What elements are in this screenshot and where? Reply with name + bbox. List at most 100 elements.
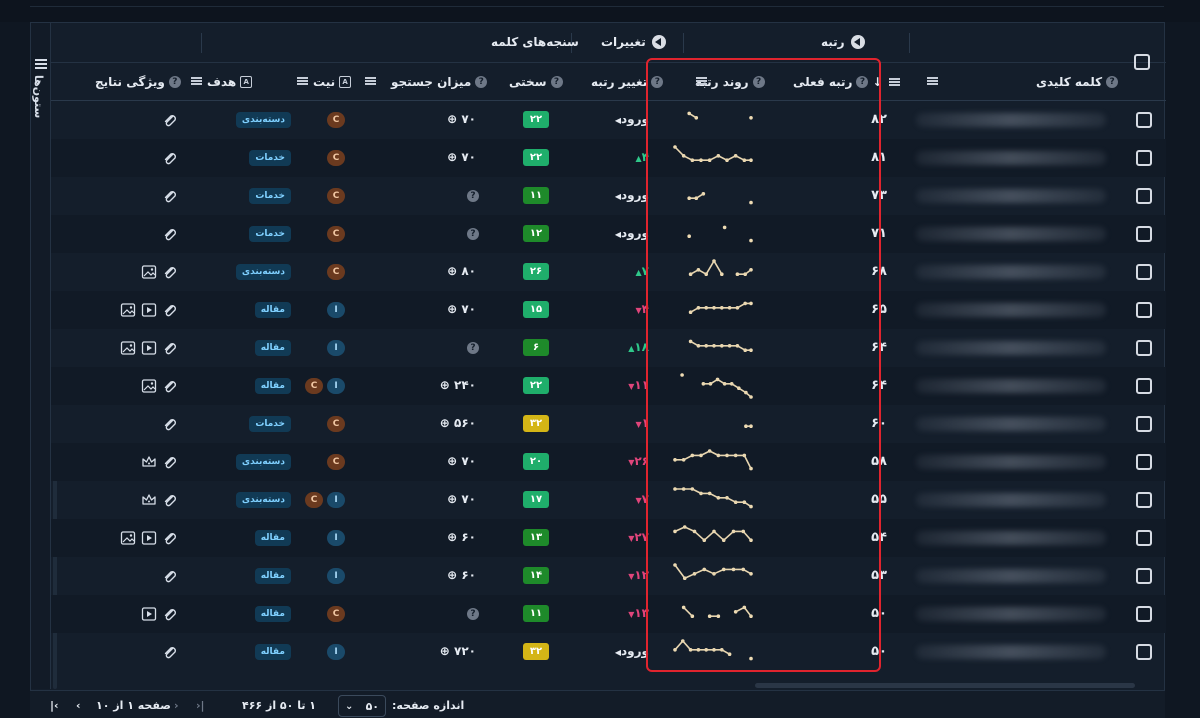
zoom-in-icon[interactable]: ⊕ [447,150,462,164]
keyword-text-blurred[interactable] [916,113,1106,127]
keyword-text-blurred[interactable] [916,265,1106,279]
keyword-text-blurred[interactable] [916,455,1106,469]
image-icon[interactable] [120,530,136,546]
keyword-text-blurred[interactable] [916,341,1106,355]
vertical-scrollbar[interactable] [53,443,57,689]
group-changes[interactable]: تغییرات [601,35,666,49]
help-icon[interactable]: ? [168,76,181,88]
help-icon[interactable]: ? [752,76,765,88]
row-checkbox[interactable] [1136,644,1152,660]
table-row[interactable]: ۵۵ ۷▼ ۱۷ ۷۰ ⊕ C I دسته‌بندی [51,481,1166,519]
row-checkbox[interactable] [1136,302,1152,318]
prev-page-button[interactable]: ‹ [174,699,179,712]
table-row[interactable]: ۵۰ ۱۳▼ ۱۱? C مقاله [51,595,1166,633]
keyword-text-blurred[interactable] [916,493,1106,507]
keyword-text-blurred[interactable] [916,417,1106,431]
link-icon[interactable] [162,340,178,356]
select-all-checkbox[interactable] [1134,54,1150,70]
video-icon[interactable] [141,530,157,546]
header-rank-trend[interactable]: ? روند رتبه [695,75,765,89]
header-intent[interactable]: A نیت [313,75,352,89]
header-rank-change[interactable]: ? تغییر رتبه [591,75,664,89]
header-target[interactable]: A هدف [207,75,253,89]
image-icon[interactable] [120,340,136,356]
help-icon[interactable]: ? [550,76,563,88]
link-icon[interactable] [162,112,178,128]
header-current-rank[interactable]: ↓ ? رتبه فعلی [793,75,900,89]
image-icon[interactable] [141,264,157,280]
header-serp-features[interactable]: ? ویژگی نتایج [95,75,181,89]
column-menu-icon[interactable] [888,78,900,86]
zoom-in-icon[interactable]: ⊕ [447,112,462,126]
table-row[interactable]: ۷۱ ورود◀ ۱۲? C خدمات [51,215,1166,253]
link-icon[interactable] [162,302,178,318]
zoom-in-icon[interactable]: ⊕ [447,302,462,316]
unknown-volume-icon[interactable]: ? [467,190,479,202]
table-row[interactable]: ۷۳ ورود◀ ۱۱? C خدمات [51,177,1166,215]
columns-side-panel-toggle[interactable]: ستون‌ها [31,23,51,689]
row-checkbox[interactable] [1136,378,1152,394]
row-checkbox[interactable] [1136,340,1152,356]
table-row[interactable]: ۶۰ ۱▼ ۳۲ ۵۶۰ ⊕ C خدمات [51,405,1166,443]
keyword-text-blurred[interactable] [916,303,1106,317]
zoom-in-icon[interactable]: ⊕ [447,264,462,278]
row-checkbox[interactable] [1136,606,1152,622]
sort-desc-icon[interactable]: ↓ [872,75,883,89]
table-row[interactable]: ۸۱ ۴▲ ۲۲ ۷۰ ⊕ C خدمات [51,139,1166,177]
header-search-volume[interactable]: ? میزان جستجو [391,75,488,89]
table-row[interactable]: ۶۴ ۱۸▲ ۶? I مقاله [51,329,1166,367]
link-icon[interactable] [162,150,178,166]
link-icon[interactable] [162,188,178,204]
image-icon[interactable] [141,378,157,394]
page-size-select[interactable]: ⌄ ۵۰ [338,695,386,717]
table-row[interactable]: ۵۴ ۲۷▼ ۱۳ ۶۰ ⊕ I مقاله [51,519,1166,557]
crown-icon[interactable] [141,454,157,470]
row-checkbox[interactable] [1136,226,1152,242]
keyword-text-blurred[interactable] [916,645,1106,659]
keyword-text-blurred[interactable] [916,151,1106,165]
column-menu-icon[interactable] [365,77,376,85]
link-icon[interactable] [162,492,178,508]
first-page-button[interactable]: |‹ [196,699,205,712]
group-rank[interactable]: رتبه [821,35,865,49]
column-menu-icon[interactable] [297,77,308,85]
next-page-button[interactable]: › [76,699,81,712]
row-checkbox[interactable] [1136,416,1152,432]
header-keyword[interactable]: ? کلمه کلیدی [1036,75,1119,89]
expand-group-icon[interactable] [651,35,666,49]
row-checkbox[interactable] [1136,264,1152,280]
video-icon[interactable] [141,340,157,356]
keyword-text-blurred[interactable] [916,531,1106,545]
header-difficulty[interactable]: ? سختی [509,75,563,89]
help-icon[interactable]: ? [475,76,488,88]
crown-icon[interactable] [141,492,157,508]
link-icon[interactable] [162,644,178,660]
zoom-in-icon[interactable]: ⊕ [439,644,455,658]
table-row[interactable]: ۵۰ ورود◀ ۳۲ ۷۲۰ ⊕ I مقاله [51,633,1166,671]
link-icon[interactable] [162,606,178,622]
expand-group-icon[interactable] [850,35,865,49]
table-row[interactable]: ۸۲ ورود◀ ۲۲ ۷۰ ⊕ C دسته‌بندی [51,101,1166,139]
row-checkbox[interactable] [1136,568,1152,584]
row-checkbox[interactable] [1136,188,1152,204]
unknown-volume-icon[interactable]: ? [467,342,479,354]
keyword-text-blurred[interactable] [916,569,1106,583]
help-icon[interactable]: ? [1106,76,1119,88]
row-checkbox[interactable] [1136,530,1152,546]
keyword-text-blurred[interactable] [916,379,1106,393]
table-row[interactable]: ۶۵ ۴▼ ۱۵ ۷۰ ⊕ I مقاله [51,291,1166,329]
last-page-button[interactable]: ›| [50,699,59,712]
row-checkbox[interactable] [1136,112,1152,128]
zoom-in-icon[interactable]: ⊕ [447,568,462,582]
help-icon[interactable]: ? [856,76,869,88]
unknown-volume-icon[interactable]: ? [467,228,479,240]
table-row[interactable]: ۵۳ ۱۲▼ ۱۴ ۶۰ ⊕ I مقاله [51,557,1166,595]
row-checkbox[interactable] [1136,454,1152,470]
table-row[interactable]: ۶۸ ۷▲ ۲۶ ۸۰ ⊕ C دسته‌بندی [51,253,1166,291]
table-row[interactable]: ۵۸ ۲۶▼ ۲۰ ۷۰ ⊕ C دسته‌بندی [51,443,1166,481]
zoom-in-icon[interactable]: ⊕ [439,378,455,392]
column-menu-icon[interactable] [927,77,938,85]
column-menu-icon[interactable] [191,77,202,85]
keyword-text-blurred[interactable] [916,189,1106,203]
keyword-text-blurred[interactable] [916,607,1106,621]
